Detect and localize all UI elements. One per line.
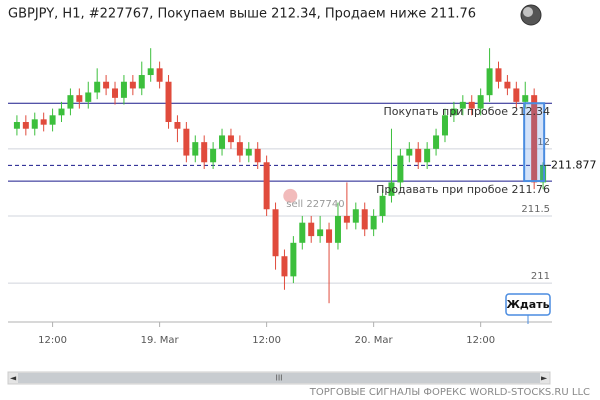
candle-body: [531, 95, 538, 183]
candle-body: [263, 162, 270, 210]
candle-body: [58, 108, 65, 116]
candle-body: [245, 148, 252, 156]
candle-body: [406, 148, 413, 156]
candle-body: [441, 115, 448, 136]
candle-body: [513, 88, 520, 102]
scroll-left[interactable]: ◄: [10, 374, 17, 383]
candle-body: [201, 142, 208, 163]
candle-body: [192, 142, 199, 156]
candle-body: [317, 229, 324, 237]
candle-body: [76, 95, 83, 102]
candle-body: [49, 115, 56, 125]
candle-body: [370, 215, 377, 230]
candle-body: [281, 256, 288, 277]
candle-body: [227, 135, 234, 143]
signal-highlight: [523, 102, 546, 183]
order-marker: [283, 188, 298, 203]
candle-body: [13, 122, 20, 129]
candle-body: [219, 135, 226, 149]
candle-body: [468, 101, 475, 109]
y-tick-label: 212: [531, 137, 550, 148]
candle-body: [174, 122, 181, 129]
x-tick-label: 12:00: [466, 335, 495, 346]
order-marker-label: sell 227740: [286, 199, 344, 210]
scrollbar-thumb[interactable]: [18, 373, 540, 383]
candle-body: [334, 215, 341, 243]
candle-body: [486, 68, 493, 96]
candle-body: [254, 148, 261, 163]
candle-body: [94, 81, 101, 93]
scroll-right[interactable]: ►: [541, 374, 548, 383]
candle-body: [424, 148, 431, 163]
button-box: [505, 293, 551, 316]
candle-body: [433, 135, 440, 149]
y-tick-label: 211.5: [521, 204, 550, 215]
candle-body: [388, 182, 395, 196]
candle-body: [40, 119, 47, 125]
footer: ТОРГОВЫЕ СИГНАЛЫ ФОРЕКС WORLD-STOCKS.RU …: [309, 387, 590, 398]
candle-body: [120, 81, 127, 98]
candle-body: [129, 81, 136, 89]
buy-level-label: Покупать при пробое 212.34: [384, 105, 550, 118]
candle-body: [183, 128, 190, 156]
candle-body: [361, 209, 368, 230]
wait-button[interactable]: Ждать: [505, 293, 551, 324]
candle-body: [459, 101, 466, 109]
candle-body: [308, 222, 315, 237]
candle-body: [326, 229, 333, 243]
candle-body: [415, 148, 422, 163]
candle-body: [236, 142, 243, 156]
candle-body: [210, 148, 217, 163]
candle-body: [156, 68, 163, 82]
x-tick-label: 20. Mar: [355, 335, 394, 346]
candle-body: [477, 95, 484, 109]
candle-body: [379, 195, 386, 216]
globe-icon[interactable]: [520, 4, 542, 26]
candle-body: [85, 92, 92, 102]
candle-body: [522, 95, 529, 102]
candle-body: [495, 68, 502, 82]
candle-body: [147, 68, 154, 76]
sell-level-label: Продавать при пробое 211.76: [376, 183, 550, 196]
x-tick-label: 12:00: [38, 335, 67, 346]
button-label: Ждать: [506, 298, 549, 311]
y-tick-label: 211: [531, 271, 550, 282]
scrollbar-grip: III: [275, 374, 282, 383]
candle-body: [450, 108, 457, 116]
candle-body: [352, 209, 359, 223]
candle-body: [540, 165, 547, 183]
x-tick-label: 19. Mar: [141, 335, 180, 346]
candle-body: [165, 81, 172, 123]
candle-body: [343, 215, 350, 223]
chart-title: GBPJPY, H1, #227767, Покупаем выше 212.3…: [8, 7, 476, 22]
x-tick-label: 12:00: [252, 335, 281, 346]
candle-body: [397, 155, 404, 183]
current-price-label: 211.877: [551, 158, 597, 171]
candle-body: [112, 88, 119, 98]
candle-body: [504, 81, 511, 89]
candle-body: [138, 75, 145, 89]
candle-body: [67, 95, 74, 109]
candle-body: [103, 81, 110, 89]
candle-body: [22, 122, 29, 129]
candle-body: [290, 242, 297, 277]
candle-body: [272, 209, 279, 257]
candle-body: [299, 222, 306, 243]
candle-body: [31, 119, 38, 129]
